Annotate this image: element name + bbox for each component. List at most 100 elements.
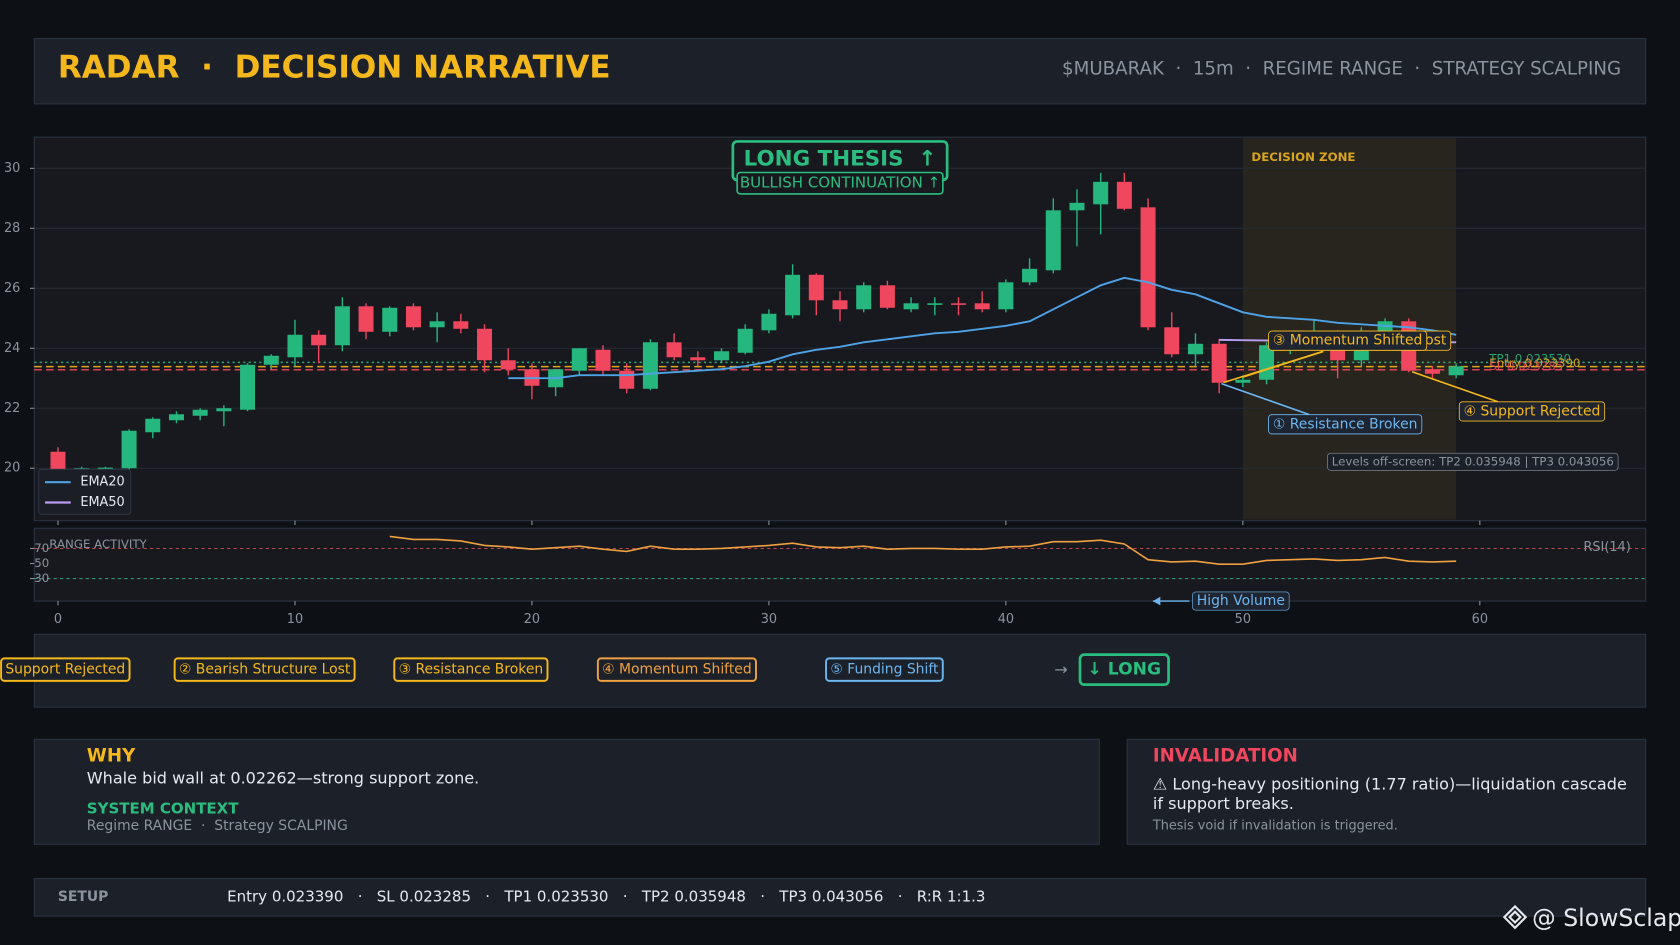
invalidation-text-box: ⚠ Long-heavy positioning (1.77 ratio)—li…	[1152, 774, 1627, 814]
annotation-arrow	[1223, 350, 1324, 384]
candle-body	[666, 342, 682, 358]
watermark: @ SlowSclap	[1532, 904, 1680, 932]
chain-outcome-group: ↓ LONG	[1078, 653, 1170, 686]
rsi-annotation-box	[1192, 591, 1290, 611]
y-tick-label: 28	[4, 221, 20, 236]
candle-body	[382, 307, 398, 332]
x-tick-label: 10	[287, 612, 303, 627]
candle-body	[571, 348, 587, 371]
legend: EMA20 EMA50	[38, 468, 132, 515]
candle-body	[1116, 181, 1132, 209]
rsi-panel	[33, 527, 1647, 602]
chain-item-group: Support Rejected	[0, 657, 131, 682]
candle-body	[145, 418, 161, 433]
setup-title: SETUP	[58, 889, 109, 905]
chain-item: ⑤ Funding Shift	[830, 662, 939, 678]
annotation-arrow	[1411, 371, 1499, 403]
candle-body	[1424, 369, 1440, 374]
candle-body	[358, 306, 374, 332]
chain-item-box	[173, 657, 356, 682]
header-panel	[33, 38, 1647, 105]
candle-body	[263, 355, 279, 365]
candle-body	[690, 357, 706, 361]
x-tick-label: 30	[761, 612, 777, 627]
chart-layer: DECISION ZONE 20 22 24 26 28 30 0 10 20 30 40 50 60 TP…	[4, 138, 1646, 627]
candle-body	[950, 303, 966, 305]
thesis-subtitle: BULLISH CONTINUATION ↑	[740, 174, 940, 192]
candle-body	[808, 274, 824, 301]
candle-body	[287, 334, 303, 358]
chain-item-group: ② Bearish Structure Lost	[173, 657, 356, 682]
chain-item-box	[596, 657, 757, 682]
annotation-arrow	[1221, 382, 1310, 416]
watermark-diamond	[1502, 904, 1528, 930]
y-tick-label: 22	[4, 401, 20, 416]
rsi-name: RSI(14)	[1583, 540, 1630, 555]
candle-body	[832, 300, 848, 310]
why-panel	[33, 738, 1100, 845]
rsi-line	[389, 535, 1457, 566]
candle-body	[192, 409, 208, 416]
candle-body	[500, 360, 516, 370]
chain-item-box	[0, 657, 131, 682]
why-text: Whale bid wall at 0.02262—strong support…	[87, 768, 480, 787]
annotation-box	[1458, 401, 1606, 422]
candle-body	[477, 328, 493, 361]
annotation-box	[1268, 330, 1428, 351]
chain-item: ④ Momentum Shifted	[602, 662, 752, 678]
candle-body	[1069, 202, 1085, 211]
chain-item-group: ④ Momentum Shifted	[596, 657, 757, 682]
rsi-tick-label: 70	[34, 541, 49, 555]
y-tick-label: 20	[4, 461, 20, 476]
chain-item-box	[825, 657, 944, 682]
y-tick-label: 26	[4, 281, 20, 296]
rsi-annotation: High Volume	[1197, 593, 1285, 609]
annotation: ① Resistance Broken	[1273, 416, 1418, 432]
watermark-diamond-inner	[1508, 910, 1522, 925]
annotation-box	[1268, 414, 1423, 435]
chain-item: Support Rejected	[5, 662, 125, 678]
offscreen-note-box	[1327, 452, 1619, 471]
chain-item-group: ③ Resistance Broken	[393, 657, 549, 682]
annotation-group: ④ Support Rejected	[1458, 401, 1606, 422]
x-tick-label: 50	[1235, 612, 1251, 627]
chain-item: ② Bearish Structure Lost	[179, 662, 351, 678]
candle-body	[1164, 327, 1180, 355]
x-tick-label: 40	[998, 612, 1014, 627]
legend-label: EMA20	[80, 475, 124, 490]
candle-body	[1377, 321, 1393, 334]
chain-item: ③ Resistance Broken	[399, 662, 544, 678]
candle-body	[334, 306, 350, 346]
chain-arrow: →	[1054, 660, 1067, 679]
rsi-tick-label: 30	[34, 571, 49, 585]
context-title: SYSTEM CONTEXT	[87, 799, 239, 817]
candle-body	[121, 430, 137, 469]
watermark-icon	[1502, 904, 1528, 930]
candle-body	[714, 351, 730, 361]
rsi-annotation-group: High Volume	[1192, 591, 1290, 611]
decision-zone-label: DECISION ZONE	[1251, 150, 1355, 164]
invalidation-text: ⚠ Long-heavy positioning (1.77 ratio)—li…	[1152, 774, 1627, 814]
x-tick-label: 20	[524, 612, 540, 627]
annotation-group: ① Resistance Broken	[1268, 414, 1423, 435]
level-label: TP1 0.023530	[1488, 352, 1571, 366]
chain-item-group: ⑤ Funding Shift	[825, 657, 944, 682]
rsi-tick-label: 50	[34, 556, 49, 570]
legend-label: EMA50	[80, 495, 124, 510]
candle-body	[1022, 268, 1038, 283]
candle-body	[1448, 366, 1464, 376]
annotation-group: ③ Momentum Shifted	[1268, 330, 1428, 351]
thesis-sub-box	[736, 171, 944, 195]
x-tick-label: 60	[1472, 612, 1488, 627]
setup-text: Entry 0.023390 · SL 0.023285 · TP1 0.023…	[227, 887, 985, 905]
candle-body	[168, 414, 184, 421]
offscreen-note: Levels off-screen: TP2 0.035948 | TP3 0.…	[1332, 454, 1614, 469]
candle-body	[761, 313, 777, 331]
annotation: ③ Momentum Shifted	[1273, 333, 1423, 349]
annotation: ④ Support Rejected	[1464, 403, 1601, 419]
candle-body	[97, 467, 113, 470]
candle-body	[927, 303, 943, 305]
candle-body	[974, 303, 990, 310]
